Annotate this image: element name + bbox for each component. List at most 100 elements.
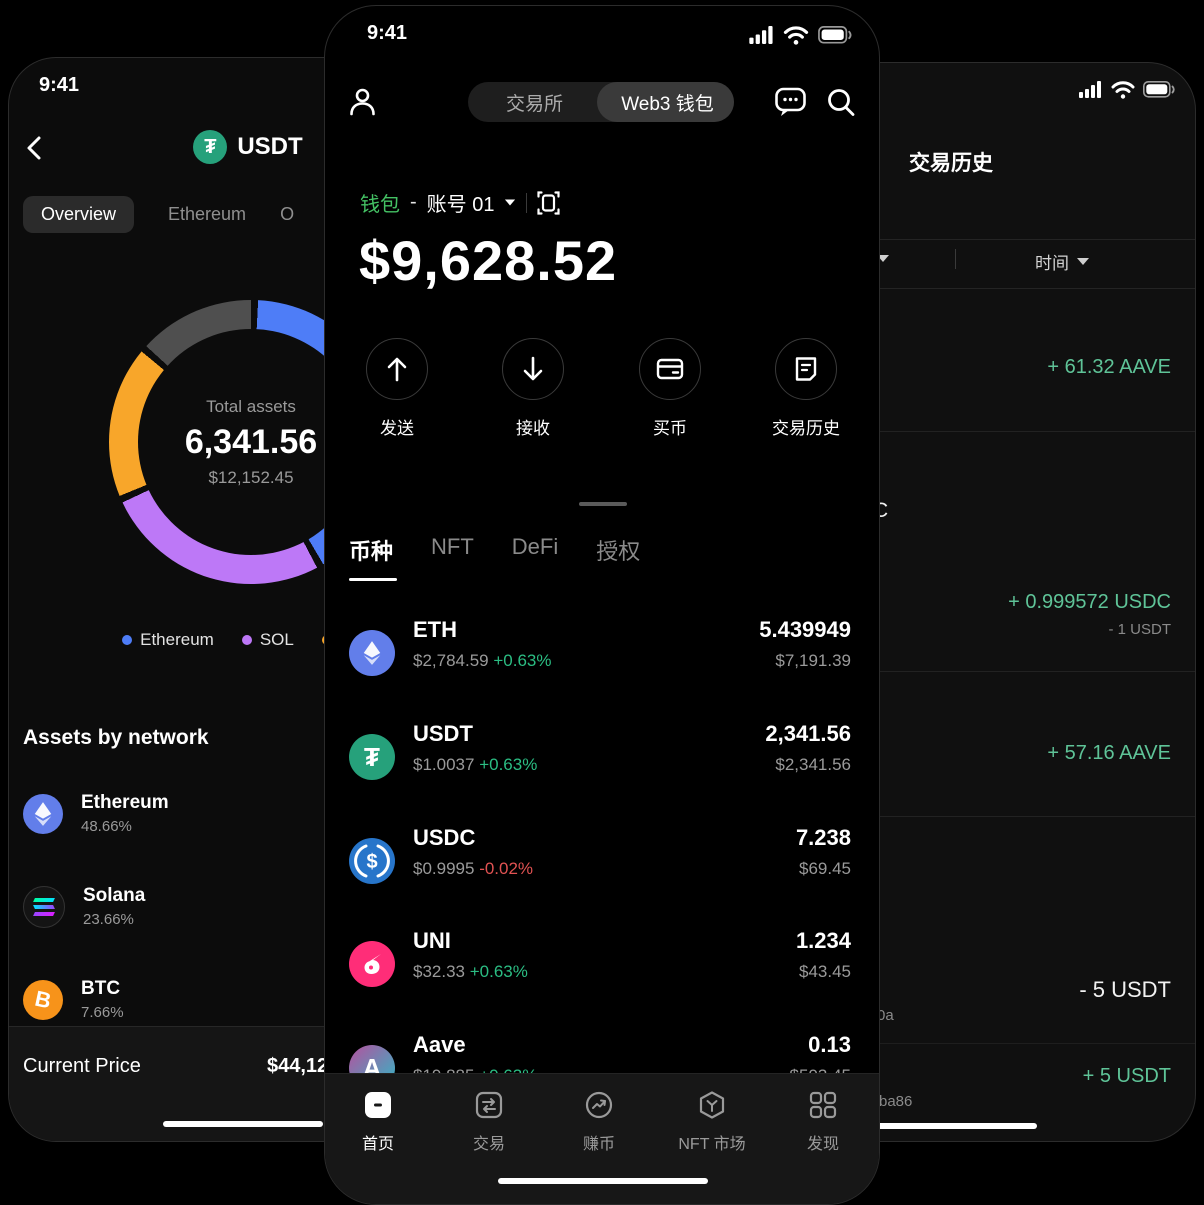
token-amount: 0.13 (808, 1032, 851, 1057)
account-label[interactable]: 账号 01 (426, 194, 495, 216)
send-button[interactable]: 发送 (337, 338, 457, 439)
tab-defi[interactable]: DeFi (511, 534, 559, 559)
network-row-btc[interactable]: B BTC 7.66% (23, 978, 124, 1021)
tab-approvals[interactable]: 授权 (596, 539, 641, 564)
receive-icon (502, 338, 564, 400)
token-value: $7,191.39 (775, 651, 851, 670)
token-symbol: Aave (413, 1032, 466, 1057)
nav-nft-label: NFT 市场 (678, 1136, 746, 1153)
time-sort-button[interactable]: 时间 (1035, 249, 1089, 274)
token-row-eth[interactable]: ETH $2,784.59 +0.63% 5.439949 $7,191.39 (325, 601, 879, 705)
scan-icon[interactable] (537, 190, 561, 215)
token-change: +0.63% (469, 962, 528, 981)
token-row-usdt[interactable]: ₮ USDT $1.0037 +0.63% 2,341.56 $2,341.56 (325, 705, 879, 809)
nav-nft-market[interactable]: NFT 市场 (657, 1090, 767, 1154)
filter-caret-fragment[interactable] (877, 255, 889, 262)
tab-ethereum[interactable]: Ethereum (168, 204, 247, 224)
token-amount: 5.439949 (759, 617, 851, 642)
tx-history-button[interactable]: 交易历史 (746, 338, 866, 439)
left-tab-bar: Overview Ethereum O (23, 196, 294, 233)
legend-dot-sol (241, 635, 252, 645)
nav-trade[interactable]: 交易 (434, 1090, 544, 1154)
btc-icon: B (23, 979, 63, 1020)
tab-exchange[interactable]: 交易所 (505, 93, 563, 115)
earn-icon (585, 1091, 613, 1119)
usdc-icon: $ (349, 838, 395, 884)
segmented-control: 交易所 Web3 钱包 (468, 82, 734, 122)
eth-icon (349, 630, 395, 676)
sheet-drag-handle[interactable] (579, 502, 627, 506)
buy-crypto-button[interactable]: 买币 (610, 338, 730, 439)
tx-row-amount[interactable]: + 5 USDT (1082, 1065, 1171, 1087)
total-balance: $9,628.52 (359, 229, 618, 292)
network-row-ethereum[interactable]: Ethereum 48.66% (23, 792, 169, 835)
nav-discover-label: 发现 (806, 1136, 839, 1153)
network-row-solana[interactable]: Solana 23.66% (23, 885, 145, 928)
tab-nft[interactable]: NFT (431, 534, 474, 559)
buy-crypto-label: 买币 (653, 419, 687, 438)
receive-label: 接收 (516, 419, 550, 438)
wifi-icon (783, 26, 809, 45)
card-icon (639, 338, 701, 400)
network-pct: 7.66% (81, 1004, 124, 1021)
token-row-uni[interactable]: UNI $32.33 +0.63% 1.234 $43.45 (325, 912, 879, 1016)
chat-icon[interactable] (775, 87, 806, 117)
tab-coins[interactable]: 币种 (349, 539, 394, 564)
usdt-icon: ₮ (193, 130, 228, 164)
center-phone: 9:41 交易所 Web3 钱包 (324, 5, 880, 1205)
token-value: $43.45 (799, 962, 851, 981)
uni-icon (349, 941, 395, 987)
legend-label-sol: SOL (259, 630, 294, 649)
usdt-icon: ₮ (349, 734, 395, 780)
chevron-left-icon (27, 136, 41, 160)
home-indicator[interactable] (163, 1121, 323, 1127)
home-indicator[interactable] (498, 1178, 708, 1184)
token-price-change: $32.33 +0.63% (413, 962, 528, 982)
coin-header: ₮ USDT (9, 130, 487, 164)
nav-earn[interactable]: 赚币 (544, 1090, 654, 1154)
network-pct: 23.66% (83, 911, 134, 928)
token-price-change: $1.0037 +0.63% (413, 755, 537, 775)
account-dropdown-icon[interactable] (505, 199, 516, 206)
tab-overview[interactable]: Overview (23, 196, 135, 233)
time-sort-label: 时间 (1035, 254, 1069, 273)
home-icon (365, 1092, 391, 1118)
profile-icon[interactable] (349, 87, 376, 117)
total-assets-value: 6,341.56 (184, 422, 318, 461)
tx-row-amount[interactable]: + 0.999572 USDC (1008, 591, 1171, 613)
legend-ethereum: Ethereum (122, 630, 214, 650)
current-price-value: $44,12 (267, 1055, 329, 1077)
tab-active-underline (349, 578, 397, 581)
token-symbol: USDT (413, 721, 473, 746)
donut-center-text: Total assets 6,341.56 $12,152.45 (109, 300, 393, 584)
wifi-icon (1111, 81, 1135, 99)
token-price-change: $2,784.59 +0.63% (413, 651, 552, 671)
ethereum-icon (23, 793, 63, 834)
tx-history-title: 交易历史 (909, 152, 993, 175)
token-symbol: ETH (413, 617, 457, 642)
tx-row-amount[interactable]: + 57.16 AAVE (1047, 742, 1171, 764)
nav-earn-label: 赚币 (582, 1136, 615, 1153)
network-name: BTC (81, 978, 121, 999)
token-price: $32.33 (413, 962, 465, 981)
nav-discover[interactable]: 发现 (768, 1090, 878, 1154)
token-row-usdc[interactable]: $ USDC $0.9995 -0.02% 7.238 $69.45 (325, 809, 879, 913)
back-button[interactable] (23, 134, 47, 162)
tx-row-amount[interactable]: + 61.32 AAVE (1047, 356, 1171, 378)
tx-history-label: 交易历史 (772, 419, 840, 438)
receive-button[interactable]: 接收 (473, 338, 593, 439)
assets-by-network-title: Assets by network (23, 726, 209, 749)
wallet-account-row: 钱包 - 账号 01 (360, 188, 561, 217)
solana-icon (23, 885, 65, 928)
home-indicator[interactable] (877, 1123, 1037, 1129)
tab-third-partial[interactable]: O (280, 204, 295, 224)
nav-home[interactable]: 首页 (325, 1090, 433, 1154)
tx-row-amount[interactable]: - 5 USDT (1079, 977, 1171, 1002)
search-icon[interactable] (826, 87, 855, 117)
cellular-icon (1079, 81, 1101, 98)
tx-address-fragment: 0a (877, 1007, 894, 1024)
discover-icon (809, 1091, 837, 1119)
tab-web3-wallet[interactable]: Web3 钱包 (621, 93, 714, 115)
top-bar: 交易所 Web3 钱包 (349, 80, 855, 124)
token-value: $2,341.56 (775, 755, 851, 774)
